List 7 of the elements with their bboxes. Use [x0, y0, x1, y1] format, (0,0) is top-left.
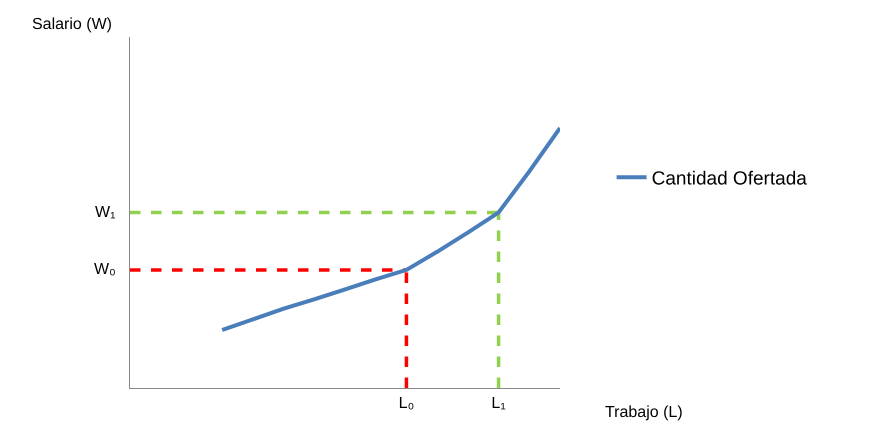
x-axis-title: Trabajo (L): [605, 404, 683, 421]
ref-line-label: W₀: [94, 261, 116, 278]
legend-label: Cantidad Ofertada: [652, 168, 808, 190]
text: Salario (W): [32, 16, 112, 33]
ref-line-label: W₁: [95, 204, 116, 221]
x-tick-label: L₁: [491, 395, 506, 412]
x-tick-label: L₀: [398, 395, 414, 412]
